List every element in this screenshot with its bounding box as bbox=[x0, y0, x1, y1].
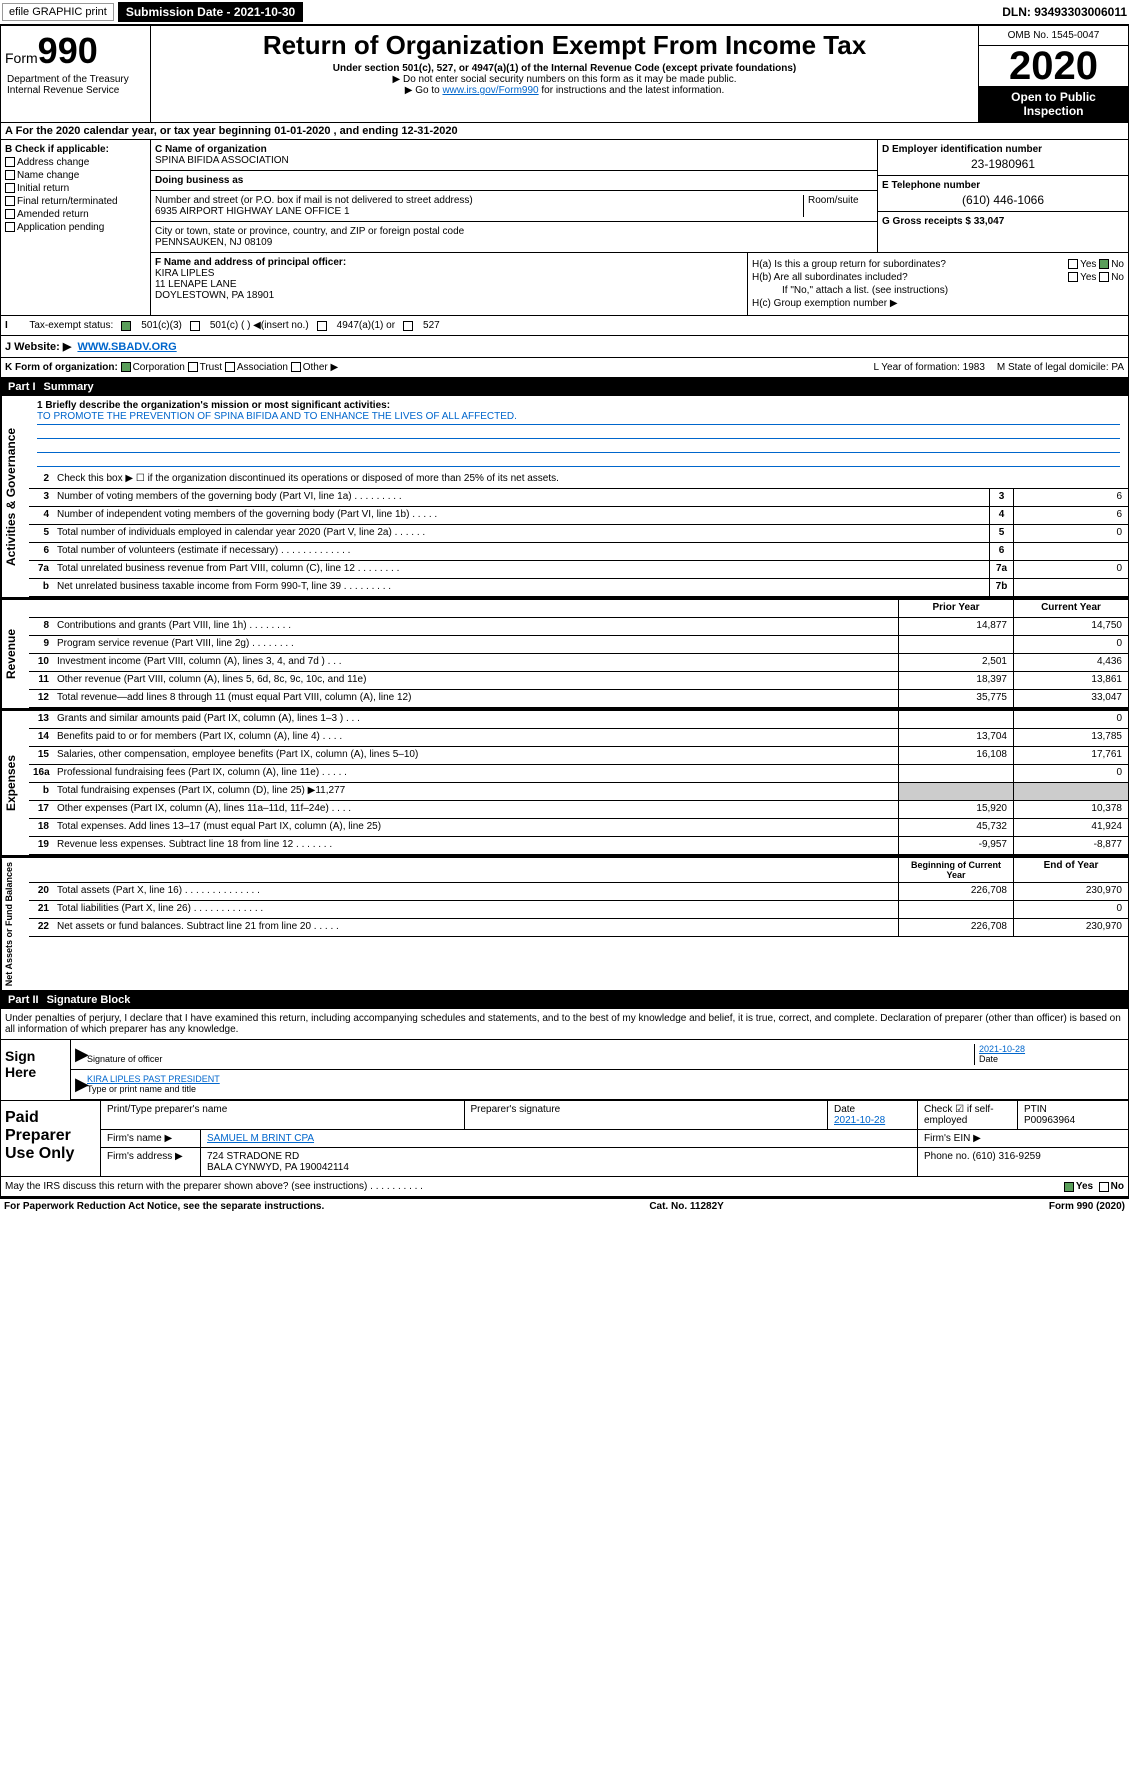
phone: (610) 446-1066 bbox=[882, 193, 1124, 207]
period-row: A For the 2020 calendar year, or tax yea… bbox=[0, 123, 1129, 140]
summary-row: 12Total revenue—add lines 8 through 11 (… bbox=[29, 690, 1128, 708]
website-link[interactable]: WWW.SBADV.ORG bbox=[77, 341, 176, 353]
summary-row: 13Grants and similar amounts paid (Part … bbox=[29, 711, 1128, 729]
checkbox[interactable] bbox=[5, 170, 15, 180]
arrow-icon: ▶ bbox=[75, 1044, 87, 1065]
checkbox[interactable] bbox=[5, 183, 15, 193]
summary-row: 4Number of independent voting members of… bbox=[29, 507, 1128, 525]
note-ssn: ▶ Do not enter social security numbers o… bbox=[155, 74, 974, 85]
summary-row: 22Net assets or fund balances. Subtract … bbox=[29, 919, 1128, 937]
box-b: B Check if applicable: Address change Na… bbox=[1, 140, 151, 315]
open-public-badge: Open to Public Inspection bbox=[979, 86, 1128, 122]
year-formation: L Year of formation: 1983 bbox=[874, 362, 985, 373]
part1-header: Part I Summary bbox=[0, 378, 1129, 396]
box-f: F Name and address of principal officer:… bbox=[151, 253, 748, 315]
box-c: C Name of organizationSPINA BIFIDA ASSOC… bbox=[151, 140, 878, 252]
summary-row: 15Salaries, other compensation, employee… bbox=[29, 747, 1128, 765]
omb-number: OMB No. 1545-0047 bbox=[979, 26, 1128, 46]
box-de: D Employer identification number23-19809… bbox=[878, 140, 1128, 252]
checkbox-501c3[interactable] bbox=[121, 321, 131, 331]
checkbox[interactable] bbox=[5, 157, 15, 167]
summary-row: 7aTotal unrelated business revenue from … bbox=[29, 561, 1128, 579]
summary-section: Activities & Governance 1 Briefly descri… bbox=[0, 396, 1129, 991]
discuss-row: May the IRS discuss this return with the… bbox=[1, 1176, 1128, 1196]
irs-link[interactable]: www.irs.gov/Form990 bbox=[442, 85, 538, 96]
revenue-header: Prior YearCurrent Year bbox=[29, 600, 1128, 618]
summary-row: 16aProfessional fundraising fees (Part I… bbox=[29, 765, 1128, 783]
summary-row: 10Investment income (Part VIII, column (… bbox=[29, 654, 1128, 672]
vtab-governance: Activities & Governance bbox=[1, 396, 29, 597]
summary-row: 2Check this box ▶ ☐ if the organization … bbox=[29, 471, 1128, 489]
vtab-revenue: Revenue bbox=[1, 600, 29, 708]
note-link: ▶ Go to www.irs.gov/Form990 for instruct… bbox=[155, 85, 974, 96]
mission-block: 1 Briefly describe the organization's mi… bbox=[29, 396, 1128, 471]
top-bar: efile GRAPHIC print Submission Date - 20… bbox=[0, 0, 1129, 25]
sign-here-label: Sign Here bbox=[1, 1040, 71, 1100]
dept-label: Department of the Treasury Internal Reve… bbox=[5, 72, 146, 98]
summary-row: 6Total number of volunteers (estimate if… bbox=[29, 543, 1128, 561]
form-subtitle: Under section 501(c), 527, or 4947(a)(1)… bbox=[155, 63, 974, 74]
form-org-row: K Form of organization: Corporation Trus… bbox=[0, 358, 1129, 378]
netassets-header: Beginning of Current YearEnd of Year bbox=[29, 858, 1128, 883]
checkbox[interactable] bbox=[5, 222, 15, 232]
form-title: Return of Organization Exempt From Incom… bbox=[155, 30, 974, 61]
footer: For Paperwork Reduction Act Notice, see … bbox=[0, 1197, 1129, 1214]
summary-row: 14Benefits paid to or for members (Part … bbox=[29, 729, 1128, 747]
arrow-icon: ▶ bbox=[75, 1074, 87, 1095]
tax-year: 2020 bbox=[979, 46, 1128, 86]
org-city: PENNSAUKEN, NJ 08109 bbox=[155, 237, 272, 248]
box-h: H(a) Is this a group return for subordin… bbox=[748, 253, 1128, 315]
gross-receipts: G Gross receipts $ 33,047 bbox=[882, 216, 1004, 227]
summary-row: 8Contributions and grants (Part VIII, li… bbox=[29, 618, 1128, 636]
officer-name[interactable]: KIRA LIPLES PAST PRESIDENT bbox=[87, 1074, 220, 1084]
vtab-expenses: Expenses bbox=[1, 711, 29, 855]
summary-row: 17Other expenses (Part IX, column (A), l… bbox=[29, 801, 1128, 819]
summary-row: 20Total assets (Part X, line 16) . . . .… bbox=[29, 883, 1128, 901]
summary-row: 3Number of voting members of the governi… bbox=[29, 489, 1128, 507]
firm-name[interactable]: SAMUEL M BRINT CPA bbox=[207, 1133, 314, 1144]
summary-row: 9Program service revenue (Part VIII, lin… bbox=[29, 636, 1128, 654]
checkbox[interactable] bbox=[5, 196, 15, 206]
state-domicile: M State of legal domicile: PA bbox=[997, 362, 1124, 373]
vtab-netassets: Net Assets or Fund Balances bbox=[1, 858, 29, 990]
summary-row: bTotal fundraising expenses (Part IX, co… bbox=[29, 783, 1128, 801]
org-address: 6935 AIRPORT HIGHWAY LANE OFFICE 1 bbox=[155, 206, 350, 217]
checkbox[interactable] bbox=[5, 209, 15, 219]
sig-date[interactable]: 2021-10-28 bbox=[979, 1044, 1025, 1054]
mission-text: TO PROMOTE THE PREVENTION OF SPINA BIFID… bbox=[37, 411, 1120, 425]
form-header: Form990 Department of the Treasury Inter… bbox=[0, 25, 1129, 123]
submission-date-button[interactable]: Submission Date - 2021-10-30 bbox=[118, 2, 303, 22]
entity-info-grid: B Check if applicable: Address change Na… bbox=[0, 140, 1129, 316]
summary-row: 21Total liabilities (Part X, line 26) . … bbox=[29, 901, 1128, 919]
tax-status-row: I Tax-exempt status: 501(c)(3) 501(c) ( … bbox=[0, 316, 1129, 336]
org-name: SPINA BIFIDA ASSOCIATION bbox=[155, 155, 289, 166]
sig-intro: Under penalties of perjury, I declare th… bbox=[1, 1009, 1128, 1040]
summary-row: 5Total number of individuals employed in… bbox=[29, 525, 1128, 543]
form-number: Form990 bbox=[5, 30, 146, 72]
website-row: J Website: ▶ WWW.SBADV.ORG bbox=[0, 336, 1129, 358]
dln-label: DLN: 93493303006011 bbox=[1002, 5, 1127, 19]
summary-row: bNet unrelated business taxable income f… bbox=[29, 579, 1128, 597]
signature-block: Under penalties of perjury, I declare th… bbox=[0, 1009, 1129, 1197]
summary-row: 18Total expenses. Add lines 13–17 (must … bbox=[29, 819, 1128, 837]
paid-preparer-block: Paid Preparer Use Only Print/Type prepar… bbox=[1, 1100, 1128, 1176]
summary-row: 19Revenue less expenses. Subtract line 1… bbox=[29, 837, 1128, 855]
summary-row: 11Other revenue (Part VIII, column (A), … bbox=[29, 672, 1128, 690]
ein: 23-1980961 bbox=[882, 157, 1124, 171]
part2-header: Part II Signature Block bbox=[0, 991, 1129, 1009]
efile-label[interactable]: efile GRAPHIC print bbox=[2, 3, 114, 21]
paid-prep-label: Paid Preparer Use Only bbox=[1, 1101, 101, 1176]
